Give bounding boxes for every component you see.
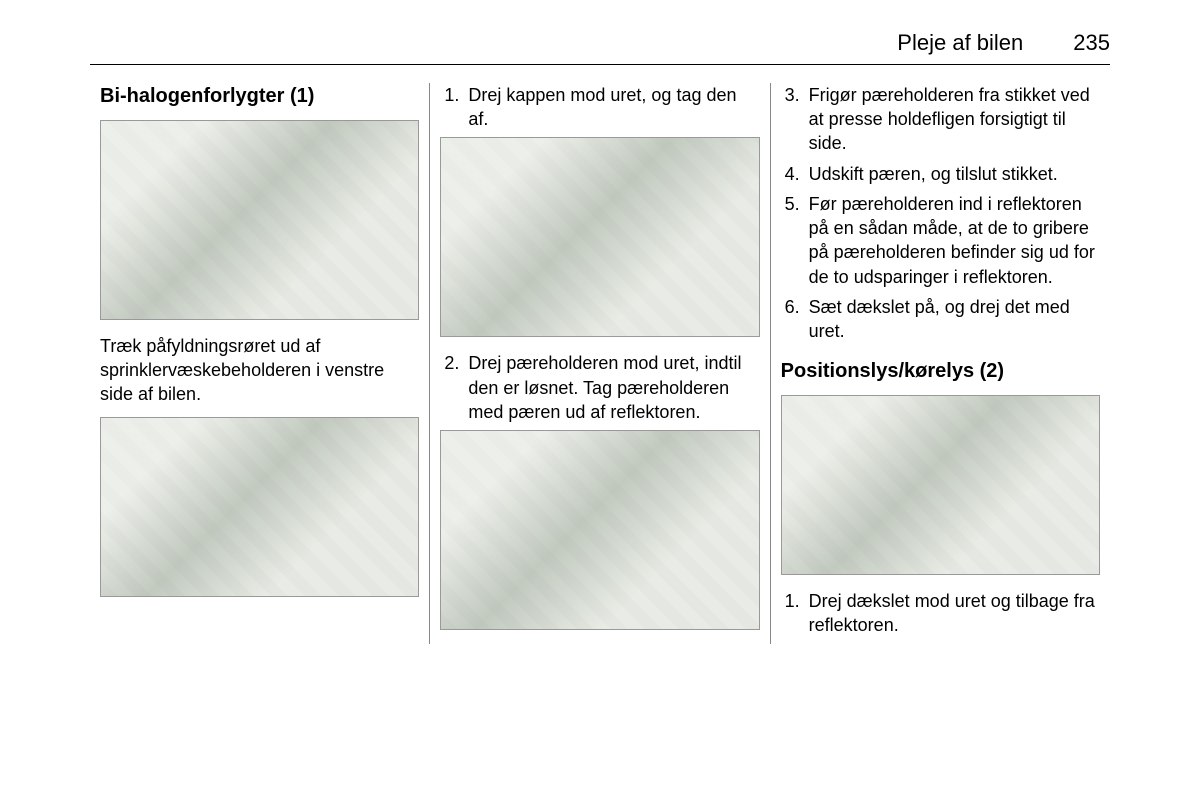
- step-4-text: Udskift pæren, og tilslut stikket.: [809, 164, 1058, 184]
- step-4: 4. Udskift pæren, og tilslut stikket.: [781, 162, 1100, 186]
- heading-bi-halogen: Bi-halogenforlygter (1): [100, 83, 419, 110]
- column-3: 3. Frigør pæreholderen fra stikket ved a…: [771, 83, 1110, 644]
- step-5-text: Før pæreholderen ind i reflektoren på en…: [809, 194, 1095, 287]
- figure-headlamp-cap: [100, 417, 419, 597]
- figure-position-light: [781, 395, 1100, 575]
- steps-list-a: 1. Drej kappen mod uret, og tag den af.: [440, 83, 759, 132]
- heading-positionslys: Positionslys/kørelys (2): [781, 358, 1100, 385]
- step-6: 6. Sæt dækslet på, og drej det med uret.: [781, 295, 1100, 344]
- steps-list-d: 1. Drej dækslet mod uret og tilbage fra …: [781, 589, 1100, 638]
- pos-step-1: 1. Drej dækslet mod uret og tilbage fra …: [781, 589, 1100, 638]
- step-2-number: 2.: [444, 351, 459, 375]
- step-2-text: Drej pæreholderen mod uret, indtil den e…: [468, 353, 741, 422]
- figure-bulb-holder: [440, 430, 759, 630]
- page-number: 235: [1073, 28, 1110, 58]
- column-2: 1. Drej kappen mod uret, og tag den af. …: [430, 83, 770, 644]
- step-1-text: Drej kappen mod uret, og tag den af.: [468, 85, 736, 129]
- step-1: 1. Drej kappen mod uret, og tag den af.: [440, 83, 759, 132]
- step-6-text: Sæt dækslet på, og drej det med uret.: [809, 297, 1070, 341]
- chapter-title: Pleje af bilen: [897, 28, 1023, 58]
- figure-cap-remove: [440, 137, 759, 337]
- pos-step-1-text: Drej dækslet mod uret og tilbage fra ref…: [809, 591, 1095, 635]
- column-1: Bi-halogenforlygter (1) Træk påfyldnings…: [90, 83, 430, 644]
- step-3-number: 3.: [785, 83, 800, 107]
- content-columns: Bi-halogenforlygter (1) Træk påfyldnings…: [90, 83, 1110, 644]
- step-6-number: 6.: [785, 295, 800, 319]
- step-1-number: 1.: [444, 83, 459, 107]
- step-3-text: Frigør pæreholderen fra stikket ved at p…: [809, 85, 1090, 154]
- steps-list-c: 3. Frigør pæreholderen fra stikket ved a…: [781, 83, 1100, 344]
- para-pull-tube: Træk påfyldningsrøret ud af sprinklervæs…: [100, 334, 419, 407]
- pos-step-1-number: 1.: [785, 589, 800, 613]
- step-3: 3. Frigør pæreholderen fra stikket ved a…: [781, 83, 1100, 156]
- step-5: 5. Før pæreholderen ind i reflektoren på…: [781, 192, 1100, 289]
- step-2: 2. Drej pæreholderen mod uret, indtil de…: [440, 351, 759, 424]
- steps-list-b: 2. Drej pæreholderen mod uret, indtil de…: [440, 351, 759, 424]
- figure-filler-tube: [100, 120, 419, 320]
- step-5-number: 5.: [785, 192, 800, 216]
- step-4-number: 4.: [785, 162, 800, 186]
- page-header: Pleje af bilen 235: [90, 28, 1110, 65]
